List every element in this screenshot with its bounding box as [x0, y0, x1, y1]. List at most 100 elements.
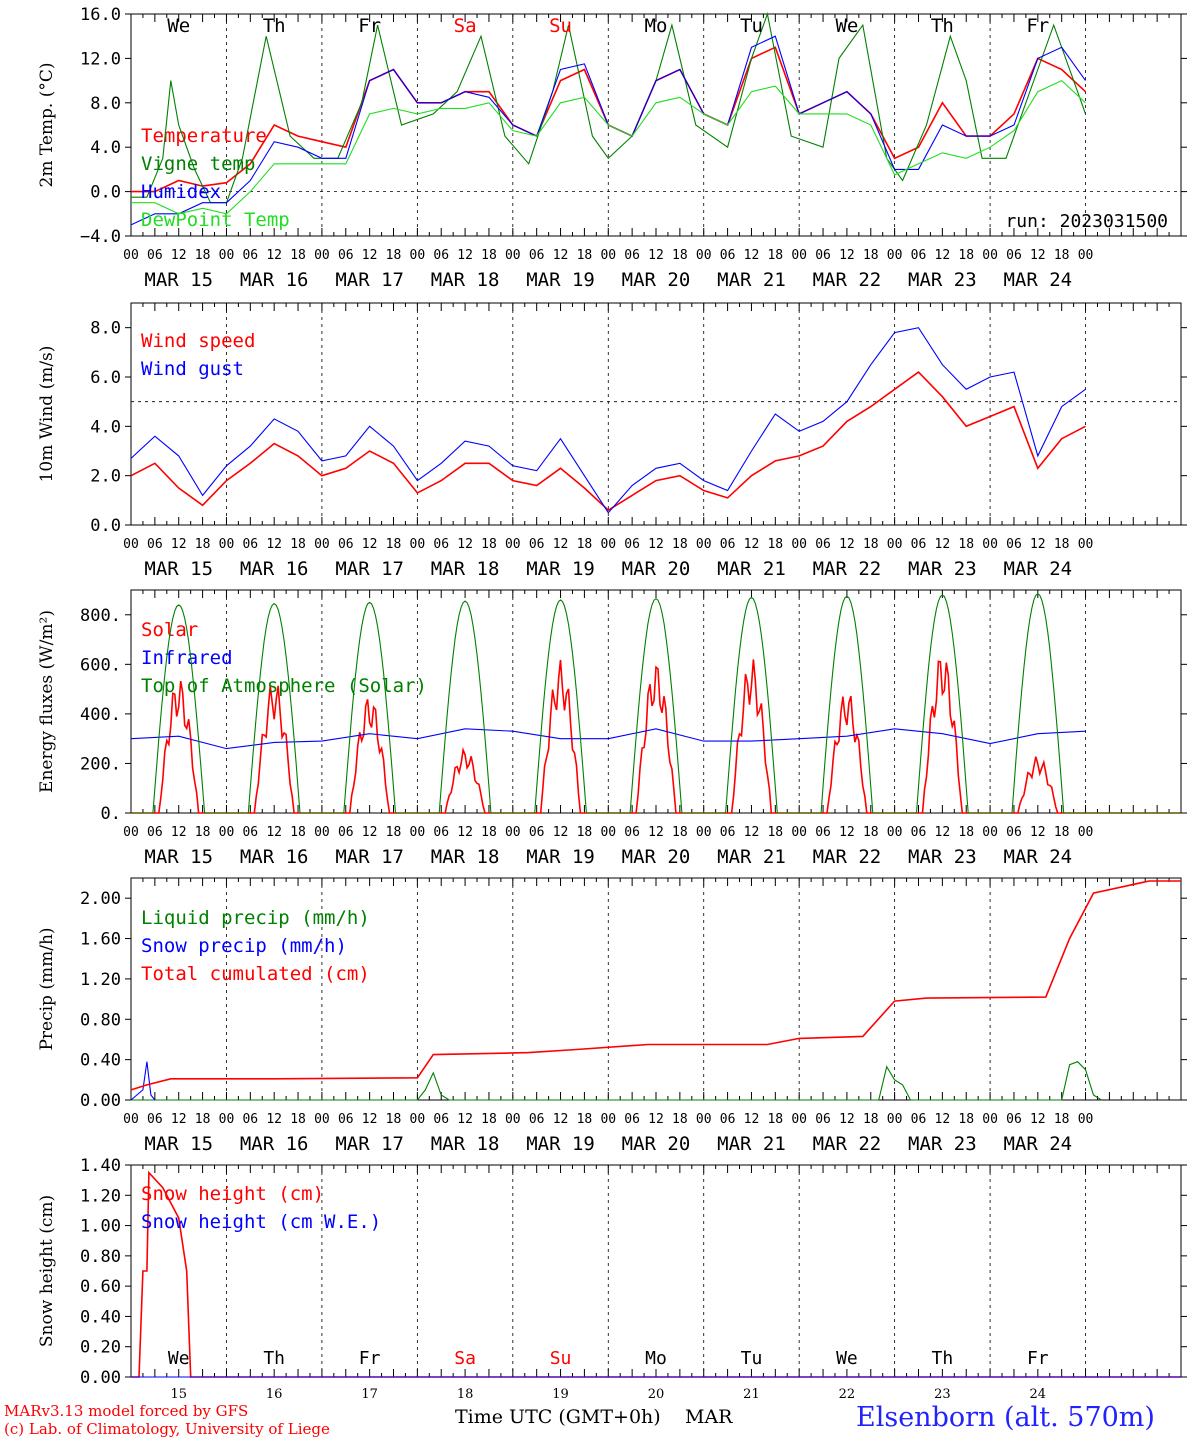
panel-3-day-label: MAR 24	[1003, 846, 1072, 868]
bottom-weekday-label: Tu	[741, 1348, 763, 1369]
x-axis-label: Time UTC (GMT+0h)	[455, 1406, 661, 1428]
panel-4-day-label: MAR 19	[526, 1133, 595, 1155]
panel-4-hour-label: 06	[720, 1112, 736, 1127]
panel-1-hour-label: 18	[1054, 248, 1070, 263]
top-weekday-label: Fr	[1026, 15, 1049, 37]
panel-3-hour-label: 06	[624, 825, 640, 840]
panel-1-hour-label: 12	[839, 248, 855, 263]
panel-1-hour-label: 06	[242, 248, 258, 263]
panel-5-y-tick-label: 1.20	[80, 1186, 121, 1206]
panel-2-hour-label: 06	[720, 537, 736, 552]
panel-3-day-label: MAR 17	[335, 846, 404, 868]
panel-3-hour-label: 00	[696, 825, 712, 840]
panel-4-y-tick-label: 2.00	[80, 889, 121, 909]
top-weekday-label: Fr	[358, 15, 381, 37]
panel-2-hour-label: 00	[219, 537, 235, 552]
panel-1-hour-label: 00	[982, 248, 998, 263]
panel-4-y-tick-label: 1.60	[80, 930, 121, 950]
panel-4-hour-label: 00	[123, 1112, 139, 1127]
panel-1-hour-label: 18	[863, 248, 879, 263]
bottom-weekday-label: We	[168, 1348, 190, 1369]
panel-1-legend-humidex: Humidex	[141, 181, 221, 203]
panel-1-hour-label: 12	[457, 248, 473, 263]
panel-1-hour-label: 12	[553, 248, 569, 263]
panel-5-y-tick-label: 0.00	[80, 1368, 121, 1388]
panel-4-hour-label: 00	[219, 1112, 235, 1127]
panel-3-series-top-of-atmosphere-solar-	[131, 592, 1181, 814]
panel-1-legend-temperature: Temperature	[141, 125, 267, 147]
panel-4-hour-label: 06	[529, 1112, 545, 1127]
panel-1-hour-label: 00	[1078, 248, 1094, 263]
panel-2-hour-label: 06	[529, 537, 545, 552]
panel-5-y-tick-label: 1.40	[80, 1156, 121, 1176]
panel-4-hour-label: 00	[410, 1112, 426, 1127]
panel-1-hour-label: 00	[410, 248, 426, 263]
panel-4-day-label: MAR 20	[622, 1133, 691, 1155]
panel-3-hour-label: 06	[529, 825, 545, 840]
panel-2-hour-label: 06	[242, 537, 258, 552]
panel-1-series-dewpoint-temp	[131, 79, 1086, 215]
panel-3-hour-label: 12	[648, 825, 664, 840]
panel-4-y-tick-label: 0.80	[80, 1010, 121, 1030]
panel-2-day-label: MAR 19	[526, 558, 595, 580]
panel-3-frame	[130, 589, 1182, 814]
bottom-day-number: 23	[934, 1387, 951, 1402]
panel-3-y-tick-label: 800.	[80, 606, 121, 626]
bottom-weekday-label: We	[836, 1348, 858, 1369]
panel-3-y-tick-label: 600.	[80, 655, 121, 675]
panel-2-hour-label: 00	[696, 537, 712, 552]
panel-2-hour-label: 12	[935, 537, 951, 552]
panel-3-hour-label: 06	[720, 825, 736, 840]
panel-1-hour-label: 12	[266, 248, 282, 263]
panel-4-hour-label: 12	[744, 1112, 760, 1127]
panel-2-day-label: MAR 23	[908, 558, 977, 580]
panel-2-legend-wind-gust: Wind gust	[141, 358, 244, 380]
panel-2-hour-label: 00	[982, 537, 998, 552]
panel-3-y-tick-label: 0.	[101, 804, 121, 824]
panel-5-legend-snow-height-cm-: Snow height (cm)	[141, 1183, 324, 1205]
panel-2-hour-label: 12	[648, 537, 664, 552]
panel-1-hour-label: 06	[624, 248, 640, 263]
panel-2-hour-label: 18	[672, 537, 688, 552]
panel-2-hour-label: 06	[1006, 537, 1022, 552]
panel-2-hour-label: 12	[171, 537, 187, 552]
panel-2-series-wind-gust	[130, 327, 1086, 514]
panel-1-day-label: MAR 19	[526, 269, 595, 291]
panel-2-hour-label: 18	[767, 537, 783, 552]
panel-1-hour-label: 00	[219, 248, 235, 263]
panel-3-hour-label: 12	[171, 825, 187, 840]
panel-3-day-label: MAR 16	[240, 846, 309, 868]
panel-4-hour-label: 18	[863, 1112, 879, 1127]
bottom-day-number: 15	[170, 1387, 187, 1402]
panel-2-hour-label: 18	[195, 537, 211, 552]
panel-3-hour-label: 18	[386, 825, 402, 840]
panel-2-y-label: 10m Wind (m/s)	[37, 346, 57, 483]
panel-1-hour-label: 18	[672, 248, 688, 263]
panel-3-hour-label: 12	[362, 825, 378, 840]
panel-3-legend-top-of-atmosphere-solar-: Top of Atmosphere (Solar)	[141, 675, 427, 697]
panel-2-hour-label: 00	[600, 537, 616, 552]
top-weekday-label: Su	[549, 15, 572, 37]
panel-5-y-tick-label: 0.80	[80, 1247, 121, 1267]
panel-1-hour-label: 00	[696, 248, 712, 263]
panel-3-hour-label: 00	[123, 825, 139, 840]
panel-1-y-label: 2m Temp. (°C)	[37, 62, 57, 187]
panel-3-legend-infrared: Infrared	[141, 647, 233, 669]
panel-3-hour-label: 18	[767, 825, 783, 840]
panel-3-hour-label: 00	[887, 825, 903, 840]
bottom-day-number: 20	[648, 1387, 665, 1402]
panel-1-hour-label: 06	[911, 248, 927, 263]
top-weekday-label: Th	[263, 15, 286, 37]
panel-2-hour-label: 18	[863, 537, 879, 552]
bottom-weekday-label: Th	[263, 1348, 285, 1369]
panel-3-hour-label: 00	[982, 825, 998, 840]
panel-1-hour-label: 12	[935, 248, 951, 263]
panel-4-y-tick-label: 0.40	[80, 1051, 121, 1071]
panel-4-hour-label: 00	[505, 1112, 521, 1127]
panel-5-series-snow-height-cm-	[131, 1170, 1181, 1378]
panel-4-hour-label: 06	[338, 1112, 354, 1127]
panel-3-hour-label: 00	[1078, 825, 1094, 840]
panel-2-hour-label: 18	[386, 537, 402, 552]
panel-2-y-tick-label: 8.0	[90, 319, 121, 339]
panel-3-legend-solar: Solar	[141, 619, 198, 641]
